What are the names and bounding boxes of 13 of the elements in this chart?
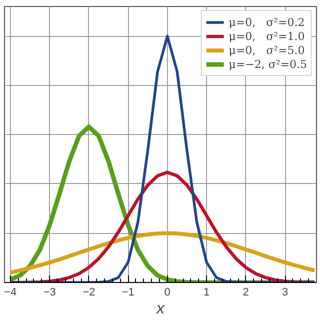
x-tick-label: 1 [204,286,210,298]
x-tick-label: −3 [43,286,56,298]
x-tick-label: −4 [4,286,17,298]
x-tick-label: 0 [164,286,170,298]
legend-label: μ=0, σ²=0.2 [228,15,305,29]
x-tick-label: 3 [282,286,288,298]
legend-label: μ=0, σ²=1.0 [228,29,305,43]
x-tick-label: −2 [82,286,96,298]
x-axis-title: x [156,300,166,318]
x-tick-label: −1 [122,286,134,298]
legend-label: μ=−2, σ²=0.5 [228,57,307,71]
legend-label: μ=0, σ²=5.0 [228,43,305,57]
x-tick-label: 2 [242,286,249,298]
